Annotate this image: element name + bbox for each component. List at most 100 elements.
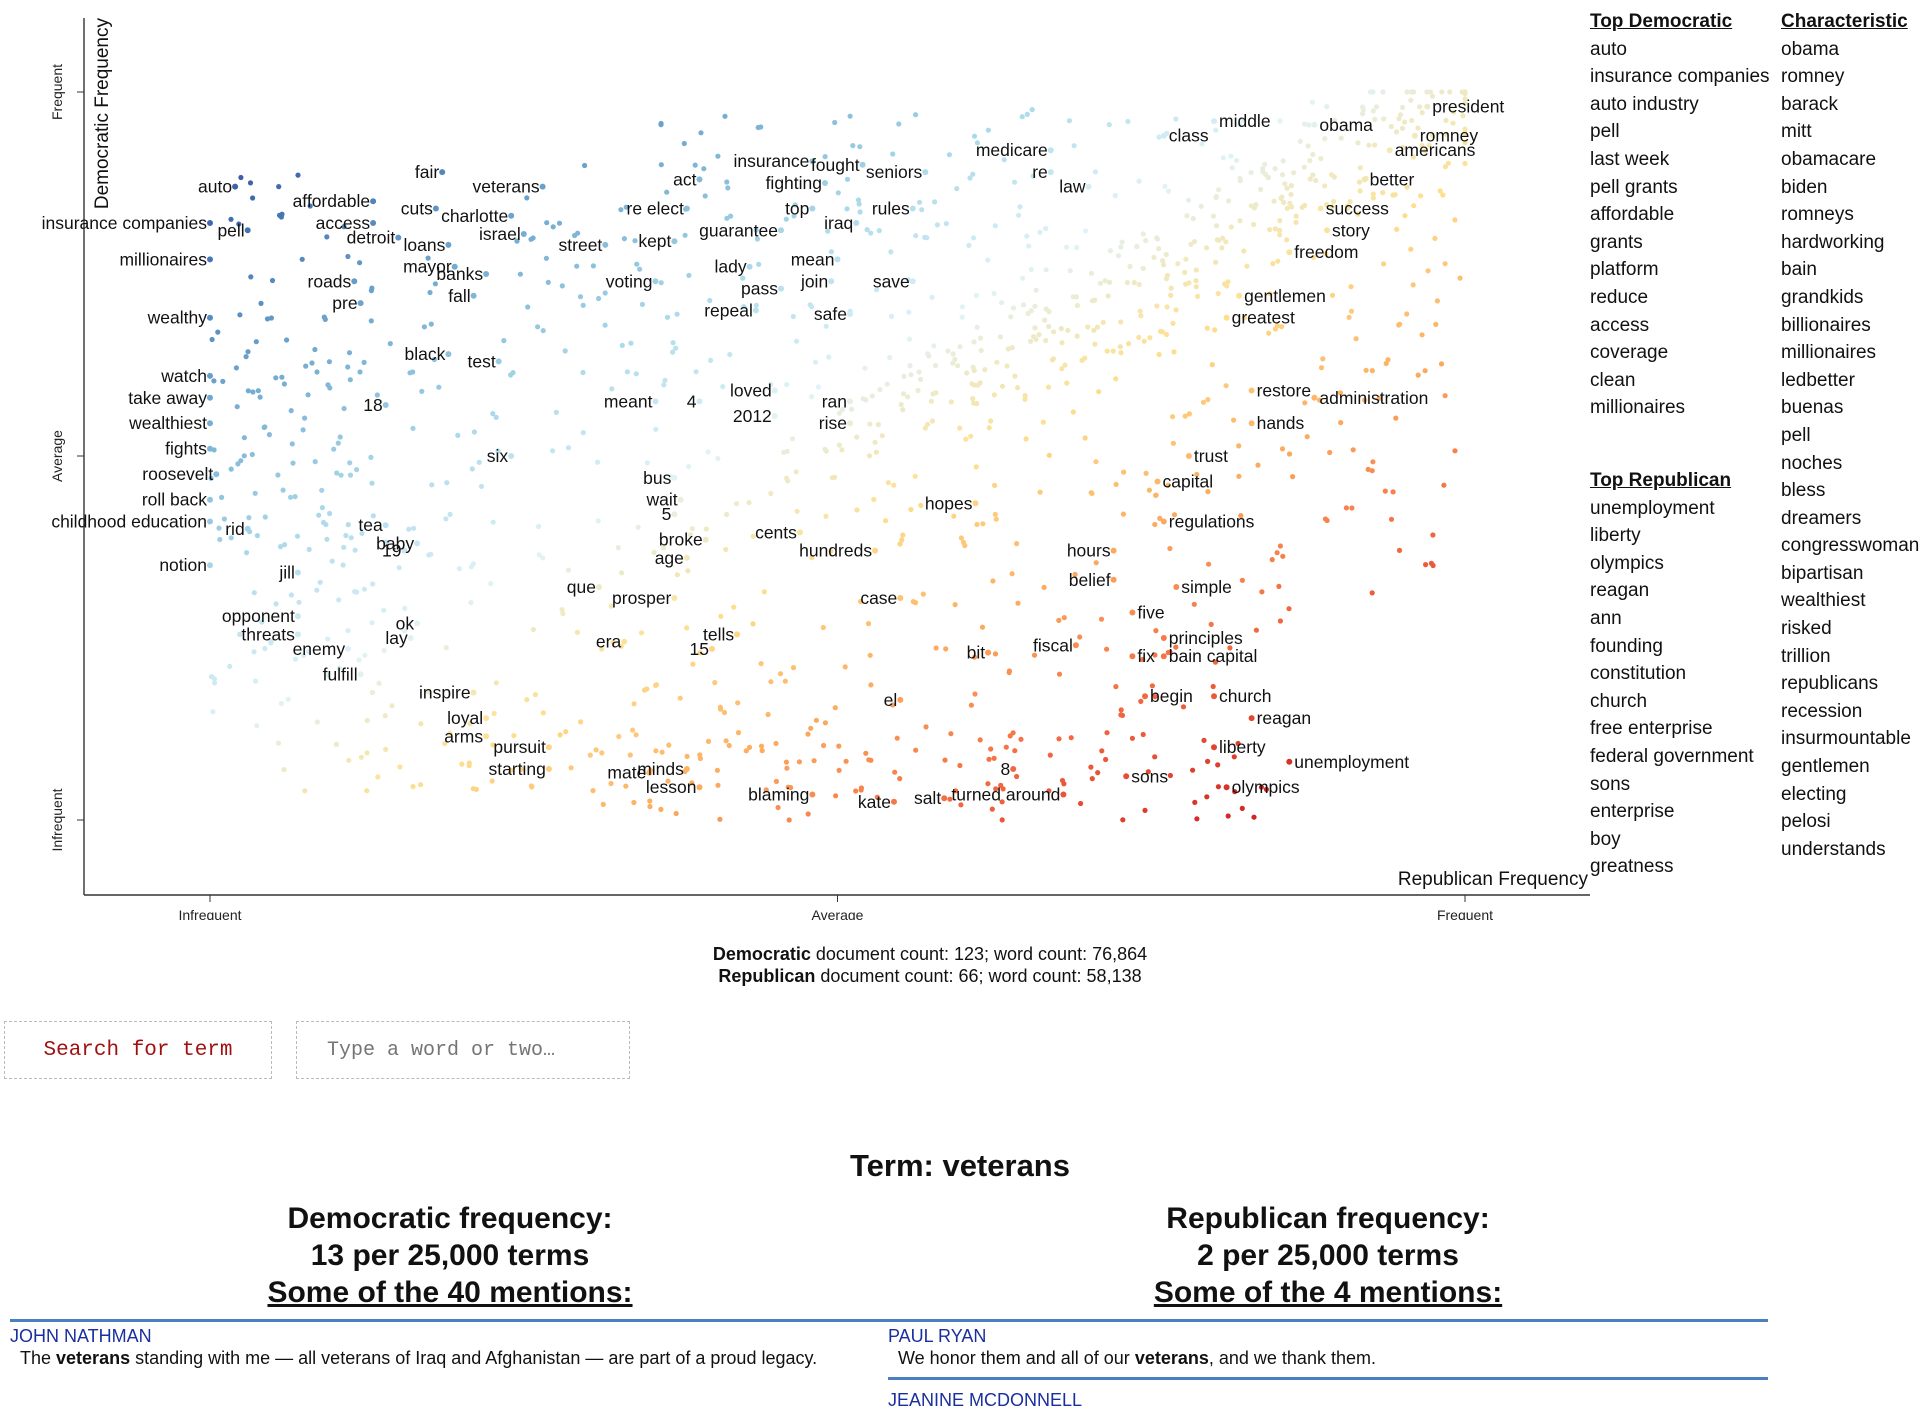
labeled-term-dot[interactable]: [752, 307, 759, 314]
term-dot[interactable]: [1265, 174, 1271, 181]
term-dot[interactable]: [746, 744, 753, 751]
term-dot[interactable]: [731, 604, 737, 610]
term-dot[interactable]: [1127, 263, 1133, 270]
term-dot[interactable]: [1399, 125, 1406, 131]
term-dot[interactable]: [701, 166, 707, 172]
term-dot[interactable]: [292, 494, 298, 500]
term-dot[interactable]: [1393, 129, 1400, 135]
term-dot[interactable]: [1439, 89, 1445, 95]
labeled-term-dot[interactable]: [853, 220, 860, 226]
term-label[interactable]: starting: [489, 759, 546, 779]
term-dot[interactable]: [723, 546, 729, 553]
term-dot[interactable]: [1215, 290, 1221, 297]
top-democratic-item[interactable]: pell grants: [1590, 176, 1678, 198]
term-dot[interactable]: [1046, 788, 1052, 794]
labeled-term-dot[interactable]: [1047, 147, 1054, 154]
term-label[interactable]: threats: [241, 624, 295, 644]
term-dot[interactable]: [781, 449, 787, 455]
term-dot[interactable]: [387, 341, 393, 347]
term-label[interactable]: pursuit: [493, 737, 546, 757]
term-dot[interactable]: [336, 665, 342, 671]
term-dot[interactable]: [431, 356, 437, 363]
term-dot[interactable]: [857, 209, 863, 215]
term-dot[interactable]: [959, 304, 966, 310]
term-dot[interactable]: [1297, 138, 1303, 144]
term-dot[interactable]: [1212, 327, 1218, 333]
term-dot[interactable]: [396, 565, 402, 571]
term-dot[interactable]: [1200, 399, 1207, 405]
term-dot[interactable]: [964, 370, 970, 376]
term-dot[interactable]: [1070, 409, 1076, 415]
term-dot[interactable]: [722, 113, 728, 119]
term-label[interactable]: cuts: [401, 199, 433, 219]
labeled-term-dot[interactable]: [207, 220, 213, 226]
labeled-term-dot[interactable]: [1110, 576, 1117, 583]
term-dot[interactable]: [1213, 194, 1219, 201]
term-dot[interactable]: [1173, 307, 1179, 313]
term-label[interactable]: roosevelt: [142, 464, 213, 484]
term-dot[interactable]: [1096, 389, 1102, 395]
term-label[interactable]: restore: [1257, 381, 1311, 401]
term-dot[interactable]: [1317, 397, 1323, 403]
term-dot[interactable]: [1302, 202, 1308, 208]
term-dot[interactable]: [1121, 469, 1127, 475]
term-dot[interactable]: [685, 568, 691, 574]
term-label[interactable]: hopes: [925, 493, 973, 513]
labeled-term-dot[interactable]: [483, 733, 490, 740]
term-dot[interactable]: [1357, 165, 1363, 171]
labeled-term-dot[interactable]: [508, 453, 515, 459]
term-dot[interactable]: [228, 216, 234, 222]
term-label[interactable]: hours: [1067, 541, 1111, 561]
labeled-term-dot[interactable]: [545, 766, 552, 772]
term-dot[interactable]: [582, 162, 588, 169]
term-label[interactable]: wealthiest: [128, 413, 207, 433]
labeled-term-dot[interactable]: [859, 161, 866, 168]
term-label[interactable]: turned around: [951, 785, 1060, 805]
term-dot[interactable]: [471, 429, 477, 435]
term-label[interactable]: access: [316, 213, 371, 233]
term-dot[interactable]: [255, 388, 261, 394]
term-dot[interactable]: [758, 124, 764, 130]
term-dot[interactable]: [251, 649, 257, 655]
term-dot[interactable]: [773, 778, 780, 785]
term-dot[interactable]: [211, 378, 217, 384]
term-dot[interactable]: [1462, 100, 1468, 106]
term-dot[interactable]: [721, 709, 728, 716]
term-dot[interactable]: [906, 336, 913, 342]
term-dot[interactable]: [1140, 265, 1146, 271]
term-dot[interactable]: [1423, 562, 1429, 568]
term-dot[interactable]: [1136, 334, 1142, 340]
term-dot[interactable]: [369, 689, 375, 696]
term-dot[interactable]: [1056, 617, 1062, 624]
term-dot[interactable]: [565, 567, 572, 573]
term-dot[interactable]: [993, 786, 999, 792]
term-dot[interactable]: [855, 197, 862, 203]
term-dot[interactable]: [756, 261, 762, 267]
labeled-term-dot[interactable]: [432, 205, 439, 212]
term-dot[interactable]: [1429, 132, 1435, 138]
term-dot[interactable]: [1419, 110, 1425, 116]
term-dot[interactable]: [1126, 341, 1132, 347]
term-dot[interactable]: [1195, 293, 1201, 299]
term-dot[interactable]: [982, 367, 988, 373]
term-dot[interactable]: [1260, 166, 1266, 172]
term-dot[interactable]: [854, 434, 860, 440]
term-dot[interactable]: [1015, 600, 1021, 606]
term-dot[interactable]: [501, 338, 507, 344]
term-dot[interactable]: [1170, 440, 1176, 446]
labeled-term-dot[interactable]: [771, 387, 778, 394]
term-dot[interactable]: [1033, 336, 1039, 342]
labeled-term-dot[interactable]: [1286, 758, 1293, 765]
term-dot[interactable]: [808, 725, 814, 731]
term-dot[interactable]: [931, 343, 937, 349]
term-dot[interactable]: [1070, 294, 1076, 300]
term-dot[interactable]: [1066, 118, 1072, 124]
term-dot[interactable]: [1036, 332, 1042, 338]
term-dot[interactable]: [587, 752, 593, 758]
labeled-term-dot[interactable]: [652, 398, 659, 405]
term-dot[interactable]: [906, 309, 912, 315]
term-dot[interactable]: [897, 541, 903, 547]
term-dot[interactable]: [1107, 248, 1113, 254]
term-dot[interactable]: [785, 478, 791, 484]
labeled-term-dot[interactable]: [244, 525, 251, 532]
